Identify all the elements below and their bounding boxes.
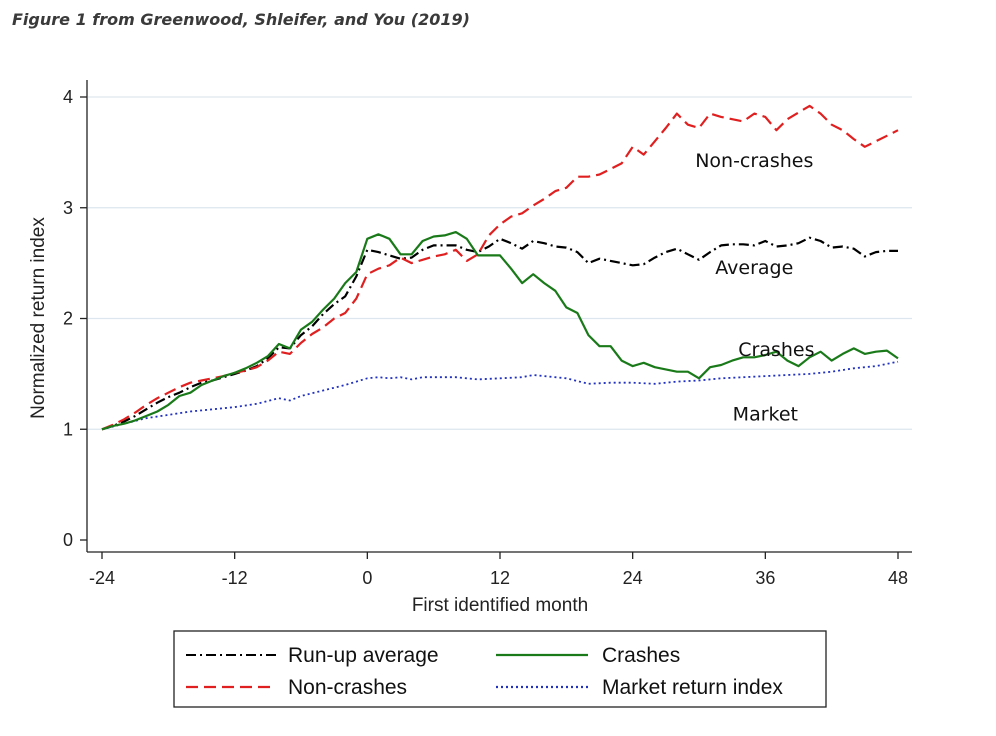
annotation-market: Market <box>733 403 798 425</box>
x-tick-label: 36 <box>755 568 775 588</box>
gridlines <box>88 96 912 430</box>
x-tick-label: -12 <box>222 568 248 588</box>
legend-label-run-up-average: Run-up average <box>288 644 439 667</box>
y-tick-label: 3 <box>63 198 73 218</box>
figure-caption: Figure 1 from Greenwood, Shleifer, and Y… <box>12 10 470 29</box>
y-tick-label: 1 <box>63 419 73 439</box>
x-tick-label: 0 <box>362 568 372 588</box>
y-ticks: 0 1 2 3 4 <box>63 87 87 550</box>
legend-box <box>173 630 827 708</box>
x-axis-title: First identified month <box>412 595 588 616</box>
annotation-average: Average <box>715 257 793 279</box>
x-tick-label: 12 <box>490 568 510 588</box>
x-tick-label: -24 <box>89 568 115 588</box>
legend-label-non-crashes: Non-crashes <box>288 676 407 699</box>
legend-label-crashes: Crashes <box>602 644 680 667</box>
x-tick-label: 24 <box>623 568 643 588</box>
annotation-non-crashes: Non-crashes <box>695 150 813 172</box>
y-tick-label: 4 <box>63 87 73 107</box>
series-line-crashes <box>101 231 899 431</box>
series-lines <box>101 104 899 431</box>
y-tick-label: 0 <box>63 530 73 550</box>
series-line-market-return-index <box>101 360 899 431</box>
x-ticks: -24 -12 0 12 24 36 48 <box>89 552 908 588</box>
y-axis-title: Normalized return index <box>28 217 49 419</box>
x-tick-label: 48 <box>888 568 908 588</box>
legend: Run-up average Non-crashes Crashes Marke… <box>173 630 827 708</box>
legend-label-market-return-index: Market return index <box>602 676 783 699</box>
y-tick-label: 2 <box>63 309 73 329</box>
annotation-crashes: Crashes <box>738 339 814 361</box>
